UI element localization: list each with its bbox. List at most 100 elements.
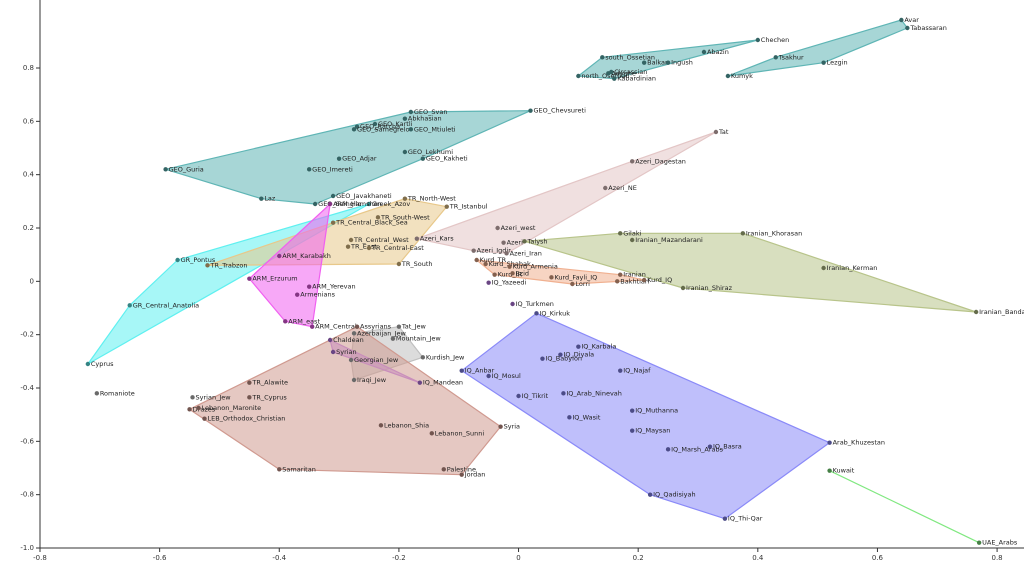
point-label: Azeri_Iran bbox=[510, 249, 542, 257]
point-label: Jordan bbox=[464, 471, 486, 479]
point-label: Tabassaran bbox=[909, 24, 947, 32]
point bbox=[725, 73, 731, 79]
point-label: IQ_Thi-Qar bbox=[728, 515, 763, 523]
point bbox=[528, 108, 533, 113]
point bbox=[396, 324, 402, 329]
point-label: ARM_Hamshen bbox=[333, 200, 382, 208]
point bbox=[441, 467, 446, 472]
point bbox=[501, 240, 506, 245]
point-label: Chaldean bbox=[333, 336, 364, 344]
point bbox=[600, 55, 605, 60]
point-label: IQ_Yazeedi bbox=[492, 279, 527, 287]
point bbox=[247, 276, 252, 281]
x-tick-label: 0.4 bbox=[752, 554, 764, 562]
point bbox=[163, 167, 168, 172]
point bbox=[348, 357, 354, 363]
point-label: Azeri_Igdir bbox=[477, 247, 512, 255]
point-label: Iranian_Shiraz bbox=[686, 284, 733, 292]
point-label: Syrian_Jew bbox=[196, 393, 232, 401]
point bbox=[351, 127, 357, 132]
point-label: Mountain_Jew bbox=[396, 335, 441, 343]
point-label: Iranian_Bandari bbox=[979, 308, 1024, 316]
point bbox=[722, 516, 728, 521]
point bbox=[492, 272, 497, 277]
point-label: IQ_Tikrit bbox=[522, 392, 549, 400]
point-label: ARM_Central bbox=[315, 323, 357, 331]
point bbox=[372, 121, 378, 127]
point-label: TR_Central_West bbox=[353, 236, 409, 244]
point bbox=[534, 311, 539, 316]
point-label: Kurd_Armenia bbox=[513, 263, 558, 271]
point bbox=[629, 237, 635, 243]
point-label: Syrian bbox=[336, 348, 357, 356]
point-label: Cyprus bbox=[91, 360, 114, 368]
point-label: GEO_Kartli bbox=[378, 120, 413, 128]
point bbox=[345, 244, 351, 249]
point-label: TR_South-West bbox=[380, 213, 430, 221]
point bbox=[354, 324, 360, 329]
x-tick-label: -0.8 bbox=[33, 554, 47, 562]
point bbox=[629, 428, 635, 433]
point-label: Romaniote bbox=[100, 389, 135, 397]
point-label: Azeri_west bbox=[501, 224, 536, 232]
point bbox=[976, 540, 982, 545]
point bbox=[973, 309, 979, 315]
point-label: GEO_Ratcha bbox=[360, 123, 400, 131]
point-label: Azerbaijan_Jew bbox=[357, 329, 407, 337]
point-label: GEO_Chevsureti bbox=[534, 107, 587, 115]
point bbox=[330, 349, 336, 355]
point-label: IQ_Arab_Ninevah bbox=[566, 389, 622, 397]
point bbox=[378, 423, 384, 428]
point bbox=[127, 303, 132, 308]
point bbox=[629, 159, 635, 164]
x-tick-label: 0.2 bbox=[633, 554, 644, 562]
point-label: Ezid bbox=[516, 269, 529, 277]
point-label: Abazin bbox=[707, 48, 729, 56]
point bbox=[306, 284, 312, 289]
point-label: Tsakhur bbox=[778, 53, 804, 61]
point bbox=[495, 225, 500, 231]
point bbox=[205, 263, 210, 268]
point-label: Kurd_TR bbox=[480, 256, 507, 264]
point bbox=[417, 380, 423, 385]
point-label: Kabardinian bbox=[617, 75, 656, 83]
point bbox=[516, 393, 521, 399]
point bbox=[85, 361, 91, 367]
point-label: Chechen bbox=[761, 36, 789, 44]
point bbox=[366, 201, 372, 207]
y-tick-label: 0.4 bbox=[23, 171, 35, 179]
point bbox=[827, 440, 832, 445]
point-label: Lebanon_Shia bbox=[384, 421, 429, 429]
point-label: Armenians bbox=[300, 291, 335, 299]
point bbox=[408, 127, 414, 132]
point bbox=[558, 352, 563, 357]
point-label: IQ_Marsh_Arabs bbox=[671, 445, 724, 453]
point bbox=[330, 193, 336, 199]
point bbox=[390, 336, 396, 341]
point bbox=[629, 408, 635, 413]
point bbox=[504, 251, 509, 256]
point-label: LEB_Orthodox_Christian bbox=[207, 415, 285, 423]
point bbox=[701, 49, 707, 55]
point-label: Talysh bbox=[527, 237, 548, 245]
point bbox=[612, 76, 617, 81]
point bbox=[420, 355, 426, 360]
point bbox=[459, 472, 464, 477]
point-label: Gilaki bbox=[623, 229, 641, 237]
point-label: north_Osettian bbox=[581, 72, 629, 80]
x-tick-label: 0.6 bbox=[872, 554, 884, 562]
point-label: Balkar bbox=[647, 59, 668, 67]
point bbox=[486, 280, 491, 285]
point bbox=[375, 215, 381, 220]
point bbox=[312, 201, 318, 207]
point-label: IQ_Diyala bbox=[563, 351, 594, 359]
point-label: IQ_Muthanna bbox=[635, 407, 678, 415]
point bbox=[603, 185, 608, 191]
point-label: Kurd_Fayli_IQ bbox=[554, 273, 597, 281]
point-label: Greek_Azov bbox=[372, 200, 410, 208]
hull-layer bbox=[87, 19, 980, 544]
point bbox=[821, 265, 826, 271]
point-label: IQ_Mosul bbox=[492, 372, 521, 380]
point bbox=[283, 319, 288, 324]
point bbox=[459, 368, 464, 373]
